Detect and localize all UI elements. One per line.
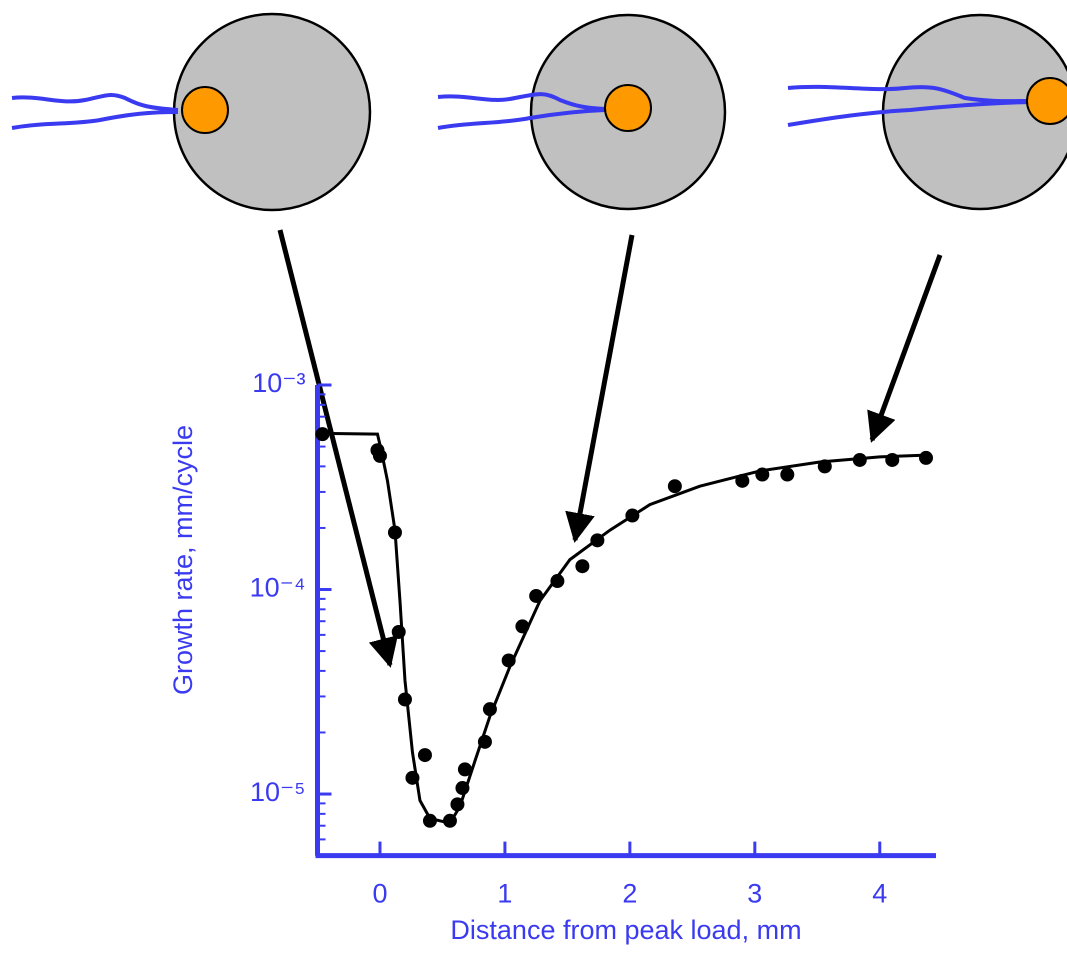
data-point bbox=[418, 748, 432, 762]
x-tick-label: 1 bbox=[497, 879, 512, 909]
y-axis-label: Growth rate, mm/cycle bbox=[168, 425, 198, 695]
y-tick-label: 10⁻⁴ bbox=[250, 573, 306, 603]
crack bbox=[12, 95, 178, 128]
y-tick-label: 10⁻⁵ bbox=[250, 777, 305, 807]
x-tick-label: 4 bbox=[872, 879, 887, 909]
fit-line bbox=[322, 433, 929, 823]
data-point bbox=[668, 479, 682, 493]
figure: Distance from peak load, mm Growth rate,… bbox=[0, 0, 1067, 957]
data-point bbox=[919, 451, 933, 465]
inclusion bbox=[1027, 78, 1067, 124]
arrow bbox=[872, 255, 940, 440]
x-tick-label: 2 bbox=[622, 879, 637, 909]
diagrams bbox=[12, 14, 1067, 210]
x-tick-label: 3 bbox=[747, 879, 762, 909]
inclusion bbox=[605, 85, 651, 131]
data-point bbox=[780, 468, 794, 482]
data-point bbox=[575, 559, 589, 573]
inclusion bbox=[182, 87, 228, 133]
x-axis-label: Distance from peak load, mm bbox=[450, 915, 801, 945]
y-tick-label: 10⁻³ bbox=[252, 368, 305, 398]
x-tick-label: 0 bbox=[372, 879, 387, 909]
arrow bbox=[575, 235, 632, 540]
